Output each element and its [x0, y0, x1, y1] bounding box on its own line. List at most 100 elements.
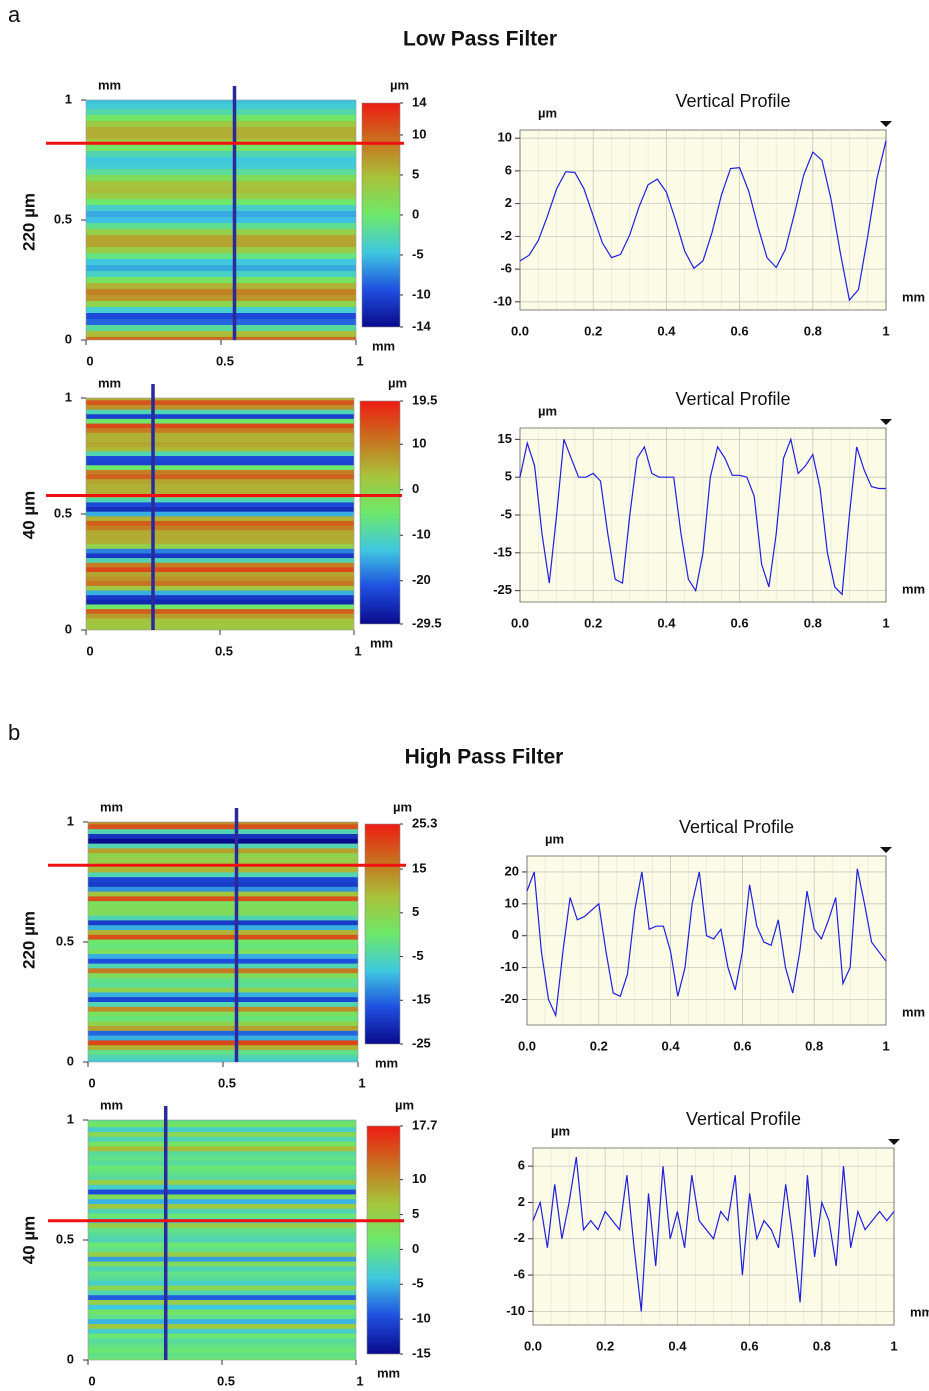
map-cell [86, 181, 356, 188]
map-cell [86, 618, 354, 624]
y-tick-label: 0.5 [56, 1231, 74, 1246]
map-cell [88, 1256, 356, 1263]
colorbar-tick-label: 15 [412, 860, 426, 875]
x-tick-label: 1 [358, 1075, 365, 1090]
y-tick-label: 0 [67, 1053, 74, 1068]
x-axis-unit: mm [370, 635, 393, 650]
map-cell [86, 400, 354, 406]
map-cell [86, 609, 354, 615]
y-tick-label: 10 [505, 895, 519, 910]
x-axis-unit: mm [910, 1304, 929, 1319]
colorbar-tick-label: 5 [412, 1206, 419, 1221]
map-cell [86, 404, 354, 411]
map-cell [86, 544, 354, 550]
map-cell [86, 539, 354, 545]
map-cell [88, 968, 358, 974]
x-tick-label: 0.0 [518, 1038, 536, 1053]
map-cell [88, 1050, 358, 1056]
map-cell [88, 1180, 356, 1186]
chart-title: Vertical Profile [686, 1109, 801, 1129]
colorbar-tick-label: -5 [412, 948, 424, 963]
marker-triangle [880, 121, 892, 127]
map-cell [88, 1271, 356, 1277]
map-cell [86, 409, 354, 415]
x-tick-label: 0.4 [662, 1038, 681, 1053]
colorbar [361, 102, 401, 328]
map-cell [86, 456, 354, 462]
map-cell [88, 872, 358, 878]
map-cell [86, 259, 356, 266]
map-cell [88, 1328, 356, 1335]
map-cell [86, 511, 354, 517]
map-cell [86, 103, 356, 110]
map-cell [88, 978, 358, 984]
x-tick-label: 0.4 [657, 615, 676, 630]
map-cell [86, 595, 354, 601]
map-cell [86, 442, 354, 448]
plot-frame [532, 1147, 895, 1326]
map-cell [88, 1333, 356, 1339]
map-cell [86, 211, 356, 218]
map-cell [88, 1026, 358, 1032]
map-cell [88, 1160, 356, 1167]
map-cell [86, 488, 354, 494]
y-tick-label: -2 [500, 228, 512, 243]
y-tick-label: 0 [512, 927, 519, 942]
y-tick-label: 2 [518, 1194, 525, 1209]
map-cell [88, 1184, 356, 1191]
map-cell [86, 553, 354, 559]
colorbar-tick-label: -25 [412, 1035, 431, 1050]
x-tick-label: 0 [86, 643, 93, 658]
y-tick-label: -15 [493, 544, 512, 559]
map-cell [88, 1045, 358, 1051]
chart-title: Vertical Profile [675, 91, 790, 111]
map-cell [88, 1141, 356, 1147]
map-cell [86, 133, 356, 140]
marker-triangle [880, 419, 892, 425]
map-cell [86, 623, 354, 629]
map-cell [88, 1304, 356, 1311]
map-cell [88, 1324, 356, 1330]
map-cell [88, 1348, 356, 1354]
map-cell [86, 446, 354, 452]
y-tick-label: -2 [513, 1230, 525, 1245]
colorbar-unit: µm [393, 799, 412, 814]
x-tick-label: 0 [86, 353, 93, 368]
map-cell [88, 1189, 356, 1195]
y-tick-label: 6 [505, 162, 512, 177]
map-cell [88, 1040, 358, 1046]
map-cell [86, 115, 356, 122]
marker-triangle [880, 847, 892, 853]
profile-line [519, 140, 887, 302]
y-axis-unit: µm [538, 403, 557, 418]
map-cell [88, 1276, 356, 1282]
map-cell [88, 1175, 356, 1181]
colorbar-tick-label: 0 [412, 206, 419, 221]
map-cell [86, 277, 356, 284]
map-cell [86, 534, 354, 541]
colorbar-tick-label: 5 [412, 904, 419, 919]
y-tick-label: 1 [67, 1111, 74, 1126]
map-cell [86, 548, 354, 555]
map-cell [88, 1151, 356, 1157]
map-cell [88, 1132, 356, 1138]
x-tick-label: 0.8 [805, 1038, 823, 1053]
map-cell [86, 562, 354, 568]
map-cell [88, 944, 358, 950]
y-tick-label: 0 [65, 331, 72, 346]
x-tick-label: 0 [88, 1373, 95, 1388]
map-cell [86, 525, 354, 531]
colorbar-tick-label: 0 [412, 481, 419, 496]
colorbar [364, 823, 401, 1045]
x-tick-label: 1 [882, 323, 889, 338]
map-cell [86, 295, 356, 302]
y-tick-label: 15 [498, 431, 512, 446]
map-cell [88, 858, 358, 864]
map-cell [88, 896, 358, 902]
map-cell [86, 530, 354, 536]
x-tick-label: 1 [356, 353, 363, 368]
map-cell [88, 1223, 356, 1229]
map-cell [86, 145, 356, 152]
map-cell [88, 1021, 358, 1027]
